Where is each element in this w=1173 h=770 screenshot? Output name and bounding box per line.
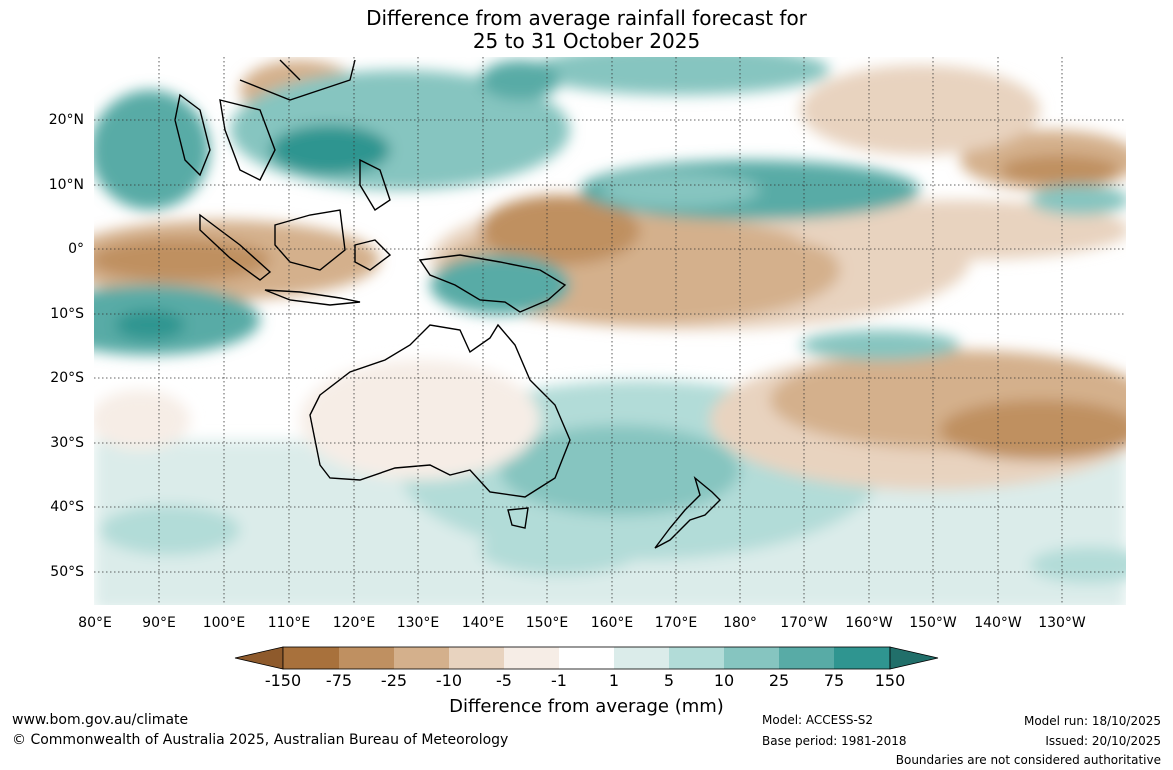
colorbar-arrow-low: [234, 646, 284, 670]
lon-label: 130°W: [1038, 615, 1086, 631]
colorbar-tick-label: 150: [874, 671, 906, 690]
lon-label: 90°E: [142, 615, 176, 631]
colorbar-tick-label: 10: [713, 671, 735, 690]
anomaly-field: [94, 57, 1126, 605]
colorbar-bin: [779, 647, 834, 669]
graticule: [94, 57, 1126, 605]
lon-label: 120°E: [332, 615, 376, 631]
colorbar-arrow-high: [889, 646, 939, 670]
colorbar-tick-label: 75: [823, 671, 845, 690]
base-period: Base period: 1981-2018: [762, 734, 907, 748]
colorbar-tick-label: -1: [551, 671, 567, 690]
colorbar-bin: [394, 647, 449, 669]
website-link[interactable]: www.bom.gov.au/climate: [12, 712, 189, 728]
model-run-date: Model run: 18/10/2025: [1023, 714, 1161, 728]
colorbar-title: Difference from average (mm): [449, 696, 724, 717]
colorbar-bin: [339, 647, 394, 669]
lat-label: 20°N: [48, 112, 84, 128]
colorbar-tick-label: -25: [380, 671, 408, 690]
colorbar-tick-label: 25: [768, 671, 790, 690]
lat-label: 40°S: [50, 499, 84, 515]
colorbar-tick-label: -10: [435, 671, 463, 690]
lat-label: 0°: [68, 241, 84, 257]
boundaries-disclaimer: Boundaries are not considered authoritat…: [895, 753, 1161, 767]
lat-label: 50°S: [50, 564, 84, 580]
colorbar-tick-label: -150: [264, 671, 302, 690]
colorbar-tick-label: 5: [663, 671, 675, 690]
colorbar-tick-label: -75: [325, 671, 353, 690]
lon-label: 160°W: [845, 615, 893, 631]
copyright-text: © Commonwealth of Australia 2025, Austra…: [12, 732, 509, 748]
lon-label: 80°E: [78, 615, 112, 631]
map-title-line-1: Difference from average rainfall forecas…: [366, 6, 807, 30]
lat-label: 20°S: [50, 370, 84, 386]
colorbar-bin: [449, 647, 504, 669]
lon-label: 150°E: [525, 615, 569, 631]
colorbar-tick-label: -5: [496, 671, 512, 690]
lon-label: 150°W: [909, 615, 957, 631]
lon-label: 140°E: [461, 615, 505, 631]
lat-label: 10°N: [48, 177, 84, 193]
lon-label: 130°E: [396, 615, 440, 631]
lon-label: 170°W: [780, 615, 828, 631]
lon-label: 170°E: [654, 615, 698, 631]
colorbar-tick-label: 1: [608, 671, 620, 690]
issued-date: Issued: 20/10/2025: [1045, 734, 1161, 748]
lat-label: 30°S: [50, 435, 84, 451]
coastlines: [174, 59, 721, 549]
colorbar-bin: [614, 647, 669, 669]
colorbar-bin: [504, 647, 559, 669]
colorbar: [234, 646, 939, 670]
colorbar-bin: [834, 647, 890, 669]
lon-label: 180°: [723, 615, 757, 631]
lon-label: 110°E: [267, 615, 311, 631]
lat-label: 10°S: [50, 306, 84, 322]
colorbar-bin: [283, 647, 339, 669]
colorbar-bin: [724, 647, 779, 669]
model-name: Model: ACCESS-S2: [762, 713, 874, 727]
map-title-line-2: 25 to 31 October 2025: [472, 29, 701, 53]
colorbar-bin: [669, 647, 724, 669]
colorbar-bin: [559, 647, 614, 669]
lon-label: 160°E: [590, 615, 634, 631]
lon-label: 100°E: [202, 615, 246, 631]
lon-label: 140°W: [974, 615, 1022, 631]
